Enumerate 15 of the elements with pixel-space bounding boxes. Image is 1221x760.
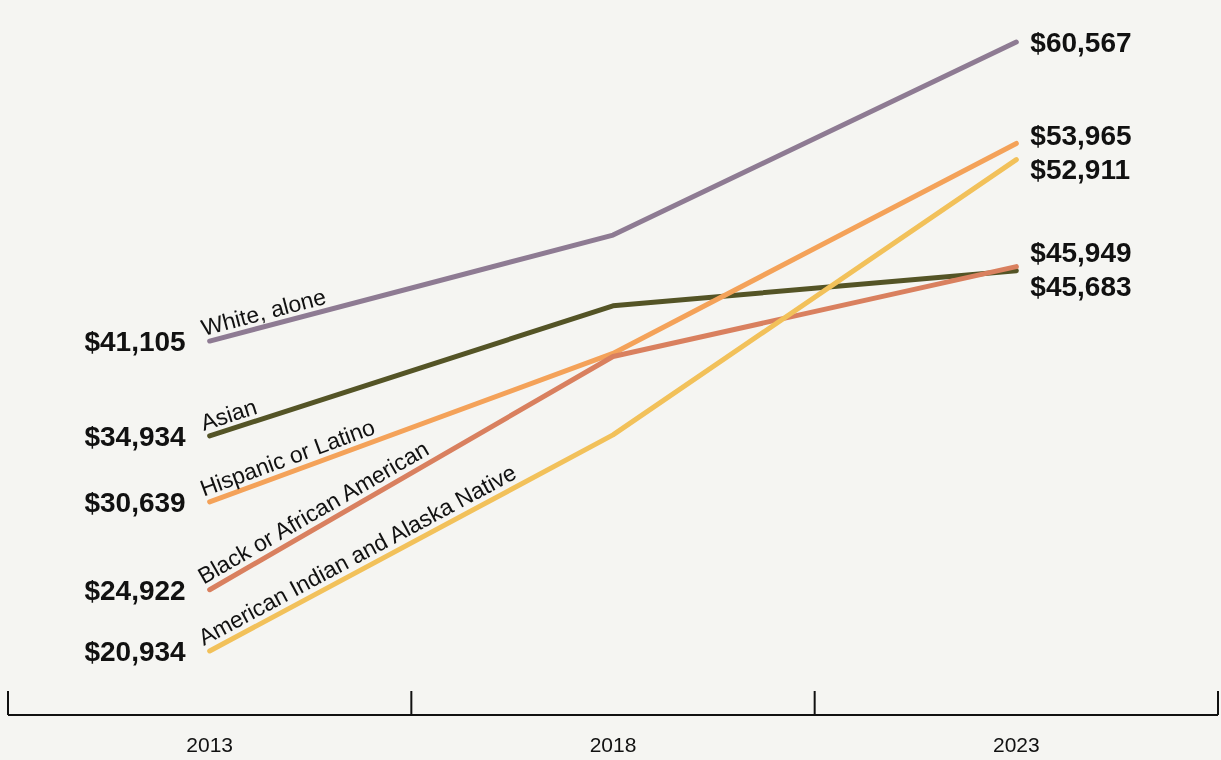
data-label: $53,965 xyxy=(1030,119,1132,151)
x-tick-label: 2013 xyxy=(186,733,234,757)
data-label: $41,105 xyxy=(84,326,186,358)
data-label: $30,639 xyxy=(84,486,186,518)
x-tick-label: 2018 xyxy=(589,733,637,757)
x-tick-label: 2023 xyxy=(992,733,1040,757)
data-label: $24,922 xyxy=(84,574,186,606)
data-label: $20,934 xyxy=(84,636,187,668)
data-label: $45,683 xyxy=(1030,270,1132,302)
data-label: $52,911 xyxy=(1030,153,1131,185)
data-label: $45,949 xyxy=(1030,236,1132,268)
data-label: $34,934 xyxy=(84,420,187,452)
text: Asian xyxy=(197,393,260,436)
data-label: $60,567 xyxy=(1030,27,1132,59)
text: White, alone xyxy=(198,283,329,341)
